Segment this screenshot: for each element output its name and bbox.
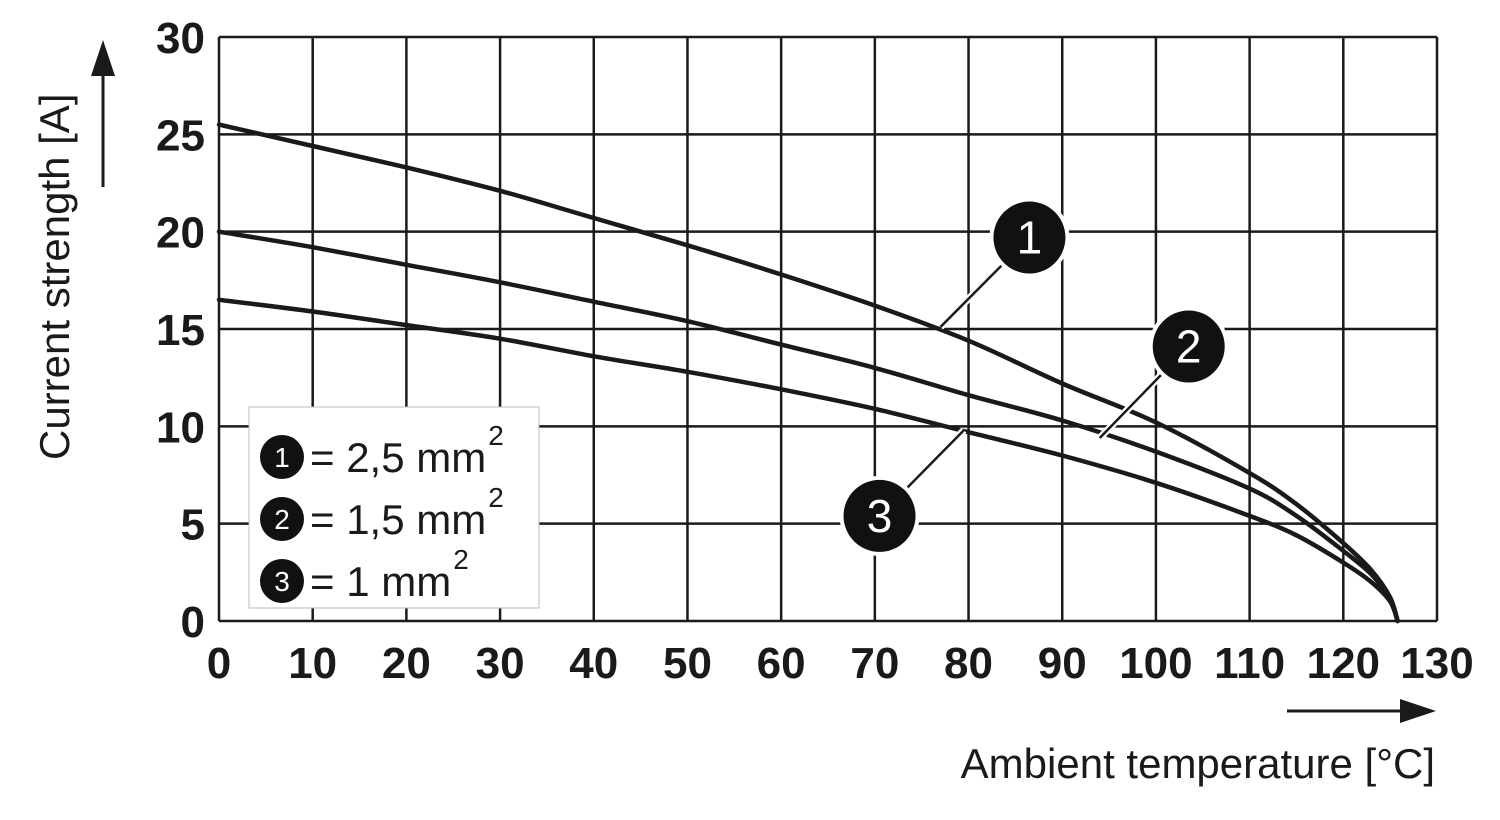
x-tick-label: 70 <box>850 639 899 688</box>
callout-marker-circle <box>843 479 916 552</box>
legend-entry-3: 3 = 1 mm 2 <box>260 544 469 605</box>
legend-superscript: 2 <box>453 544 469 575</box>
x-tick-label: 60 <box>757 639 806 688</box>
legend-marker-number: 2 <box>274 504 290 535</box>
legend-entry-2: 2 = 1,5 mm 2 <box>260 482 504 543</box>
x-tick-label: 0 <box>207 639 231 688</box>
series-line-3 <box>216 297 1400 624</box>
y-axis-arrow <box>91 40 115 187</box>
y-tick-label: 20 <box>156 209 205 258</box>
x-axis-label: Ambient temperature [°C] <box>961 740 1435 787</box>
legend-superscript: 2 <box>488 482 504 513</box>
callout-marker-1: 1 <box>989 197 1070 278</box>
series-line-1 <box>216 122 1400 624</box>
legend-label: = 1,5 mm <box>310 496 486 543</box>
legend-marker-circle <box>260 559 304 603</box>
callout-marker-circle <box>993 201 1066 274</box>
callout-marker-number: 1 <box>1017 212 1043 264</box>
legend-marker-number: 1 <box>274 442 290 473</box>
x-tick-label: 120 <box>1307 639 1380 688</box>
callout-marker-circle <box>1152 310 1225 383</box>
x-tick-label: 90 <box>1038 639 1087 688</box>
x-tick-label: 100 <box>1119 639 1192 688</box>
legend: 1 = 2,5 mm 22 = 1,5 mm 23 = 1 mm 2 <box>248 406 540 609</box>
legend-entry-1: 1 = 2,5 mm 2 <box>260 420 504 481</box>
y-axis-label: Current strength [A] <box>31 94 78 461</box>
series-lines <box>216 122 1400 624</box>
legend-marker-circle <box>260 435 304 479</box>
tick-labels: 0 10 20 30 40 50 60 70 80 90 100 110 120 130051015202… <box>156 14 1474 688</box>
legend-superscript: 2 <box>488 420 504 451</box>
y-tick-label: 5 <box>181 501 205 550</box>
x-tick-label: 20 <box>382 639 431 688</box>
x-tick-label: 50 <box>663 639 712 688</box>
x-tick-label: 40 <box>569 639 618 688</box>
callout-marker-3: 3 <box>839 475 920 556</box>
x-tick-label: 110 <box>1214 639 1285 688</box>
series-line-2 <box>216 229 1400 624</box>
y-tick-label: 15 <box>156 306 205 355</box>
y-tick-label: 30 <box>156 14 205 63</box>
y-tick-label: 0 <box>181 598 205 647</box>
callout-marker-number: 3 <box>867 490 893 542</box>
grid <box>217 35 1439 623</box>
legend-label: = 2,5 mm <box>310 434 486 481</box>
y-tick-label: 25 <box>156 111 205 160</box>
x-tick-label: 80 <box>944 639 993 688</box>
callout-marker-2: 2 <box>1148 306 1229 387</box>
y-tick-label: 10 <box>156 403 205 452</box>
x-tick-label: 130 <box>1400 639 1473 688</box>
x-tick-label: 10 <box>288 639 337 688</box>
x-axis-arrow <box>1287 699 1436 723</box>
legend-marker-circle <box>260 497 304 541</box>
x-tick-label: 30 <box>476 639 525 688</box>
legend-label: = 1 mm <box>310 558 451 605</box>
callouts: 1 2 3 <box>839 197 1229 556</box>
callout-marker-number: 2 <box>1176 321 1202 373</box>
legend-marker-number: 3 <box>274 566 290 597</box>
